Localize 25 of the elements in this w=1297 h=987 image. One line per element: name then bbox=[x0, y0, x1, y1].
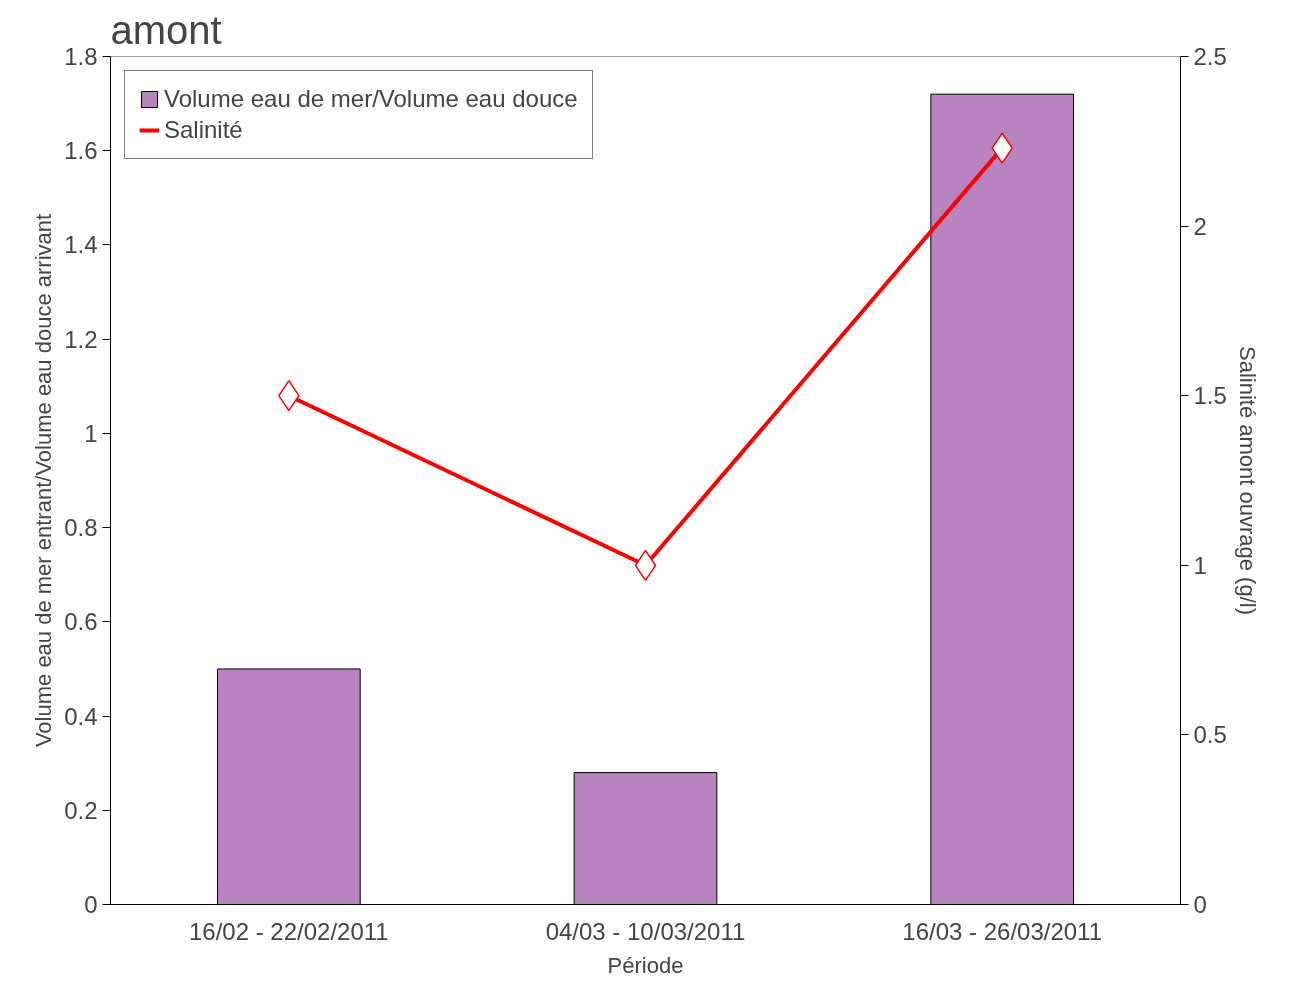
x-tick-label: 16/03 - 26/03/2011 bbox=[902, 917, 1103, 945]
x-axis-title: Période bbox=[607, 952, 684, 978]
y-tick-label: 1 bbox=[84, 419, 98, 447]
legend-label: Salinité bbox=[164, 116, 243, 144]
y2-tick-label: 0 bbox=[1193, 891, 1207, 918]
y-tick-label: 0.4 bbox=[64, 702, 98, 730]
chart-title: amont bbox=[110, 7, 222, 52]
y2-tick-label: 2 bbox=[1193, 212, 1207, 240]
x-tick-label: 16/02 - 22/02/2011 bbox=[188, 917, 389, 945]
y-tick-label: 1.4 bbox=[64, 231, 98, 259]
y-tick-label: 1.2 bbox=[64, 325, 98, 353]
y-tick-label: 0.8 bbox=[64, 514, 98, 542]
y2-tick-label: 1 bbox=[1193, 551, 1207, 579]
y-tick-label: 1.8 bbox=[64, 43, 98, 70]
y2-tick-label: 0.5 bbox=[1193, 721, 1227, 749]
y2-tick-label: 2.5 bbox=[1193, 43, 1227, 70]
legend-label: Volume eau de mer/Volume eau douce bbox=[164, 85, 578, 113]
y-tick-label: 1.6 bbox=[64, 137, 98, 165]
x-tick-label: 04/03 - 10/03/2011 bbox=[545, 917, 746, 945]
y2-tick-label: 1.5 bbox=[1193, 382, 1227, 410]
y-axis-title: Volume eau de mer entrant/Volume eau douce arrivant bbox=[31, 213, 57, 748]
y-tick-label: 0.6 bbox=[64, 608, 98, 636]
y-tick-label: 0.2 bbox=[64, 796, 98, 824]
y-tick-label: 0 bbox=[84, 891, 98, 918]
y2-axis-title: Salinité amont ouvrage (g/l) bbox=[1234, 345, 1260, 616]
